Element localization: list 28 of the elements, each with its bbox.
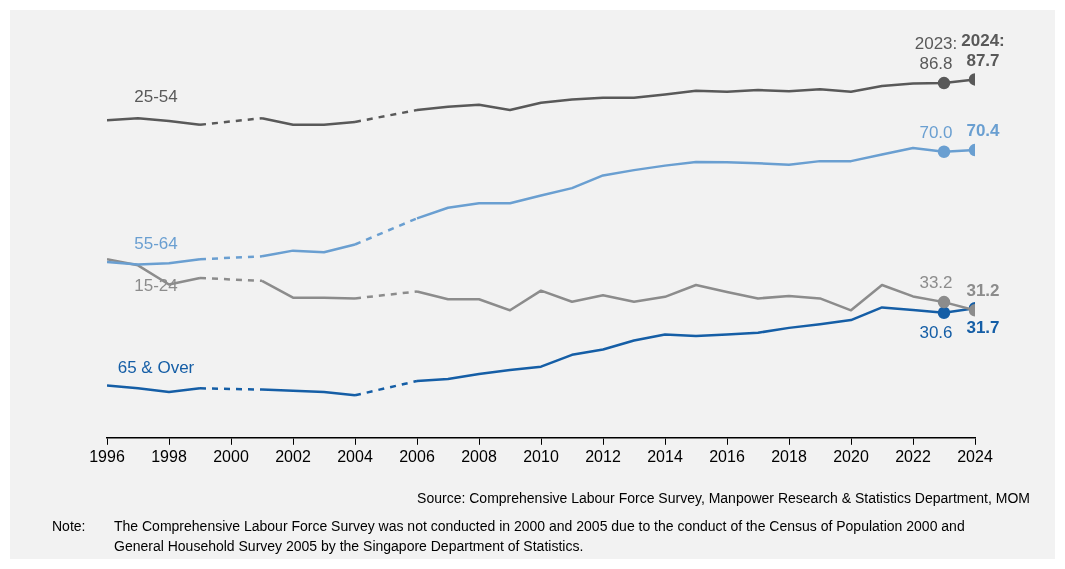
data-label: 70.4 (966, 121, 1001, 141)
x-tick-label: 2002 (275, 447, 311, 465)
x-tick-label: 2024 (957, 447, 993, 465)
source-note: Source: Comprehensive Labour Force Survey, Manpower Research & Statistics Department, MOM (416, 490, 1031, 506)
x-tick-label: 2004 (337, 447, 373, 465)
data-label: 2024: 87.7 (961, 30, 1005, 70)
data-label: 2023: 86.8 (914, 34, 958, 74)
data-label: 30.6 (919, 322, 953, 342)
x-tick-label: 2012 (585, 447, 621, 465)
x-tick-label: 2022 (895, 447, 931, 465)
x-tick-label: 2008 (461, 447, 497, 465)
text: Note: The Comprehensive Labour Force Survey was not conducted in 2000 and 2005 due to the conduct of the Census of Population 2000 and General Household Survey 2005 by the Singapore Department of Statistics. (52, 518, 965, 554)
x-tick-label: 2018 (771, 447, 807, 465)
data-label: 31.2 (966, 281, 1000, 301)
x-tick-label: 2010 (523, 447, 559, 465)
x-tick-label: 1998 (151, 447, 187, 465)
data-label: 31.7 (966, 318, 1000, 338)
data-label: 70.0 (919, 122, 953, 142)
series-label: 65 & Over (117, 357, 195, 377)
x-tick-label: 2000 (213, 447, 249, 465)
x-tick-label: 2016 (709, 447, 745, 465)
x-tick-label: 2006 (399, 447, 435, 465)
series-label: 25-54 (134, 87, 178, 107)
x-tick-label: 2020 (833, 447, 869, 465)
x-tick-label: 1996 (89, 447, 125, 465)
series-label: 55-64 (134, 233, 178, 253)
x-tick-label: 2014 (647, 447, 683, 465)
data-label: 33.2 (919, 273, 953, 293)
